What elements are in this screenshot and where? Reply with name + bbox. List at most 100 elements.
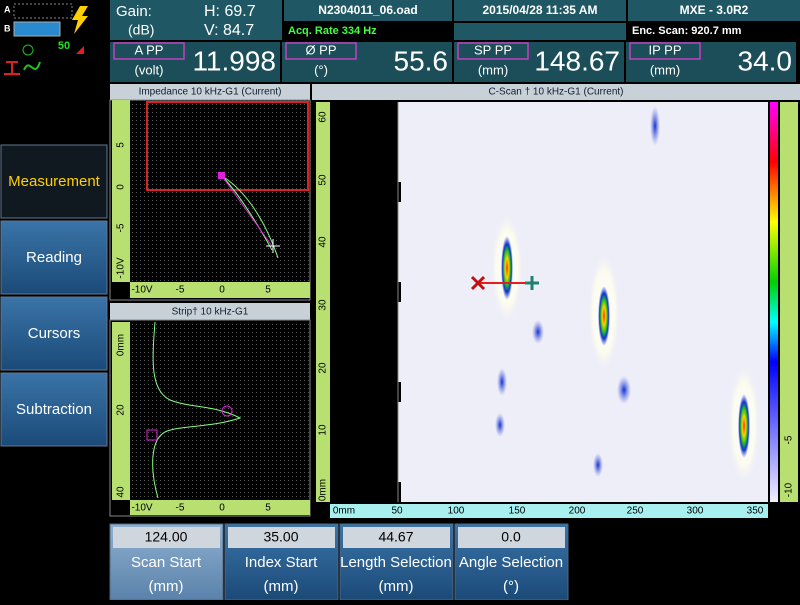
unscanned-step xyxy=(368,122,379,142)
date-cell xyxy=(454,0,626,21)
reading-cell xyxy=(454,42,624,82)
reading-label: Ø PP xyxy=(305,42,336,57)
unscanned-step xyxy=(368,422,379,442)
probe-icon xyxy=(4,61,20,75)
cscan-y-ruler xyxy=(316,102,330,502)
reading-label-box xyxy=(285,42,357,60)
control-unit: (mm) xyxy=(264,578,299,595)
impedance-title: Impedance 10 kHz-G1 (Current) xyxy=(139,87,282,98)
unscanned-step xyxy=(368,202,371,222)
scale-ruler xyxy=(780,102,798,502)
reading-label-box xyxy=(113,42,185,60)
menu-button[interactable] xyxy=(0,220,108,295)
strip-x-ruler xyxy=(130,500,310,515)
unscanned-step xyxy=(368,382,401,402)
strip-y-ruler xyxy=(112,322,130,500)
reading-value: 34.0 xyxy=(738,45,793,76)
strip-trace xyxy=(152,321,242,499)
strip-grid xyxy=(130,322,310,500)
control-label: Length Selection xyxy=(340,554,452,571)
menu-button[interactable] xyxy=(0,296,108,371)
indication xyxy=(650,106,660,146)
reading-label: IP PP xyxy=(648,42,681,57)
unscanned-step xyxy=(368,142,387,162)
impedance-x-ruler xyxy=(130,282,310,298)
control-unit: (°) xyxy=(503,578,519,595)
date-time: 2015/04/28 11:35 AM xyxy=(483,3,598,17)
empty-cell xyxy=(454,23,626,40)
flaw xyxy=(501,236,513,300)
gain-cell xyxy=(110,0,282,40)
flaw xyxy=(598,286,610,346)
vector-tip xyxy=(218,172,225,179)
impedance-x-label: -10V xyxy=(131,285,152,296)
menu-label: Measurement xyxy=(8,173,101,190)
cursor-end[interactable] xyxy=(525,276,539,290)
cscan-x-label: 50 xyxy=(391,506,403,517)
alarm-box xyxy=(146,101,309,191)
scale-label: -10 xyxy=(784,482,795,497)
reading-cell xyxy=(626,42,796,82)
impedance-y-label: 0 xyxy=(116,184,127,190)
strip-title: Strip† 10 kHz-G1 xyxy=(172,307,249,318)
cscan-x-label: 350 xyxy=(747,506,764,517)
file-cell xyxy=(284,0,452,21)
unscanned-step xyxy=(368,182,401,202)
cscan-y-label: 10 xyxy=(318,424,329,436)
reading-value: 148.67 xyxy=(534,45,620,76)
cscan-y-label: 60 xyxy=(318,111,329,123)
menu-label: Reading xyxy=(26,249,82,266)
unscanned-step xyxy=(368,222,379,242)
unscanned-step xyxy=(368,242,387,262)
control-value: 44.67 xyxy=(378,529,413,545)
cscan-x-ruler xyxy=(330,504,768,518)
unscanned-step xyxy=(368,462,393,482)
unscanned-step xyxy=(368,302,371,322)
menu-button[interactable] xyxy=(0,144,108,219)
status-b: B xyxy=(4,23,11,33)
crosshair xyxy=(266,239,280,253)
gain-unit: (dB) xyxy=(128,22,154,38)
unscanned-step xyxy=(368,362,393,382)
unscanned-step xyxy=(368,342,387,362)
reading-unit: (volt) xyxy=(135,62,164,77)
control-value: 35.00 xyxy=(263,529,298,545)
gain-v: V: 84.7 xyxy=(204,22,254,39)
temperature: 50 xyxy=(58,40,70,52)
cscan-x-label: 0mm xyxy=(333,506,355,517)
indication xyxy=(593,453,603,477)
indication xyxy=(532,320,544,344)
enc-scan: Enc. Scan: 920.7 mm xyxy=(632,25,742,37)
reading-unit: (mm) xyxy=(478,62,508,77)
reading-value: 55.6 xyxy=(394,45,449,76)
control-unit: (mm) xyxy=(379,578,414,595)
control-value: 0.0 xyxy=(501,529,521,545)
cursor-start[interactable] xyxy=(470,275,486,291)
status-icon xyxy=(22,44,34,56)
cscan-x-label: 100 xyxy=(448,506,465,517)
impedance-y-label: -10V xyxy=(116,257,127,278)
control-value-box xyxy=(228,527,335,548)
unscanned-step xyxy=(368,102,371,122)
menu-button[interactable] xyxy=(0,372,108,447)
cscan-y-label: 0mm xyxy=(318,479,329,501)
battery-a xyxy=(13,3,73,19)
cscan-y-label: 40 xyxy=(318,236,329,248)
unscanned-step xyxy=(368,442,387,462)
cscan-x-label: 300 xyxy=(687,506,704,517)
unscanned-step xyxy=(368,482,401,502)
indication xyxy=(617,376,631,404)
strip-cursor xyxy=(146,429,158,441)
scale-label: -5 xyxy=(784,435,795,444)
reading-cell xyxy=(282,42,452,82)
reading-label-box xyxy=(629,42,701,60)
unscanned-step xyxy=(368,162,393,182)
impedance-x-label: 0 xyxy=(219,285,225,296)
control-unit: (mm) xyxy=(149,578,184,595)
strip-cursor xyxy=(221,405,233,417)
power-icon xyxy=(72,6,88,34)
unscanned-step xyxy=(368,402,371,422)
indication xyxy=(497,368,507,396)
cscan-image xyxy=(398,102,768,502)
